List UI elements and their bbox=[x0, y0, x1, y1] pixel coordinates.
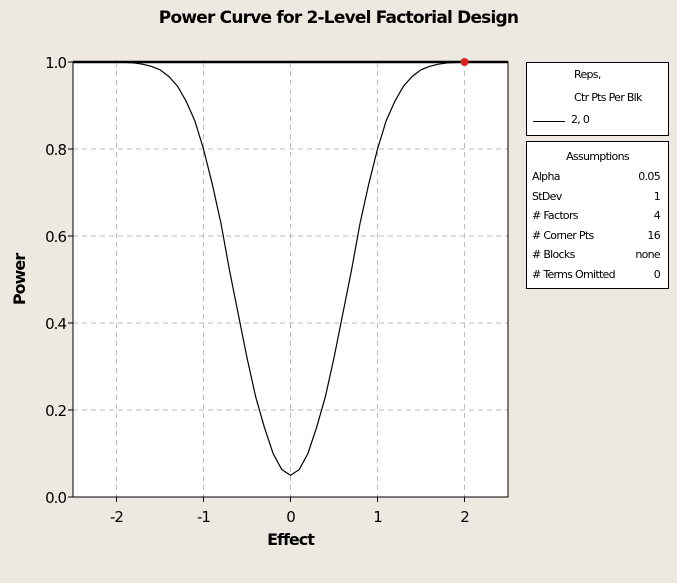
assumption-row: # Blocks none bbox=[532, 248, 661, 261]
assumption-row: # Factors 4 bbox=[532, 209, 661, 222]
x-tick-label: 0 bbox=[286, 508, 295, 526]
assumption-row: # Terms Omitted 0 bbox=[532, 267, 661, 281]
y-tick-label: 0.6 bbox=[45, 228, 66, 246]
y-tick-label: 0.0 bbox=[45, 489, 66, 507]
legend-header-ctr-pts: Ctr Pts Per Blk bbox=[574, 91, 642, 104]
highlight-point bbox=[460, 58, 469, 66]
assumption-value: 1 bbox=[653, 189, 661, 203]
y-axis-label: Power bbox=[10, 253, 29, 305]
x-tick-label: 2 bbox=[460, 508, 469, 526]
y-tick-label: 0.2 bbox=[45, 402, 66, 420]
assumption-value: 16 bbox=[647, 228, 660, 242]
assumption-label: # Corner Pts bbox=[532, 228, 594, 242]
y-tick-label: 0.4 bbox=[45, 315, 66, 333]
power-curve-line bbox=[125, 61, 456, 476]
assumptions-title: Assumptions bbox=[566, 150, 629, 163]
x-tick-label: 1 bbox=[373, 508, 382, 526]
assumption-row: StDev 1 bbox=[532, 189, 661, 203]
y-tick-label: 1.0 bbox=[45, 54, 66, 72]
assumption-label: # Blocks bbox=[532, 248, 575, 261]
assumption-label: # Factors bbox=[532, 209, 579, 222]
assumption-label: StDev bbox=[532, 189, 562, 203]
assumption-value: 4 bbox=[653, 209, 661, 222]
assumption-value: 0 bbox=[653, 267, 661, 281]
assumption-label: Alpha bbox=[532, 170, 560, 183]
assumption-row: # Corner Pts 16 bbox=[532, 228, 661, 242]
assumption-value: 0.05 bbox=[638, 170, 660, 183]
y-tick-label: 0.8 bbox=[45, 141, 66, 159]
x-tick-label: -1 bbox=[197, 508, 210, 526]
assumption-row: Alpha 0.05 bbox=[532, 170, 661, 183]
chart-title: Power Curve for 2-Level Factorial Design bbox=[158, 8, 519, 28]
x-tick-label: -2 bbox=[110, 508, 123, 526]
legend-entry: 2, 0 bbox=[571, 113, 590, 126]
legend-line-swatch bbox=[533, 121, 565, 122]
legend: Reps, Ctr Pts Per Blk 2, 0 bbox=[526, 62, 669, 136]
assumption-label: # Terms Omitted bbox=[532, 267, 616, 281]
assumption-value: none bbox=[635, 248, 660, 261]
assumptions-table: Assumptions Alpha 0.05 StDev 1 # Factors 4 # C… bbox=[526, 141, 669, 289]
legend-header-reps: Reps, bbox=[574, 68, 601, 81]
x-axis-label: Effect bbox=[267, 530, 315, 549]
